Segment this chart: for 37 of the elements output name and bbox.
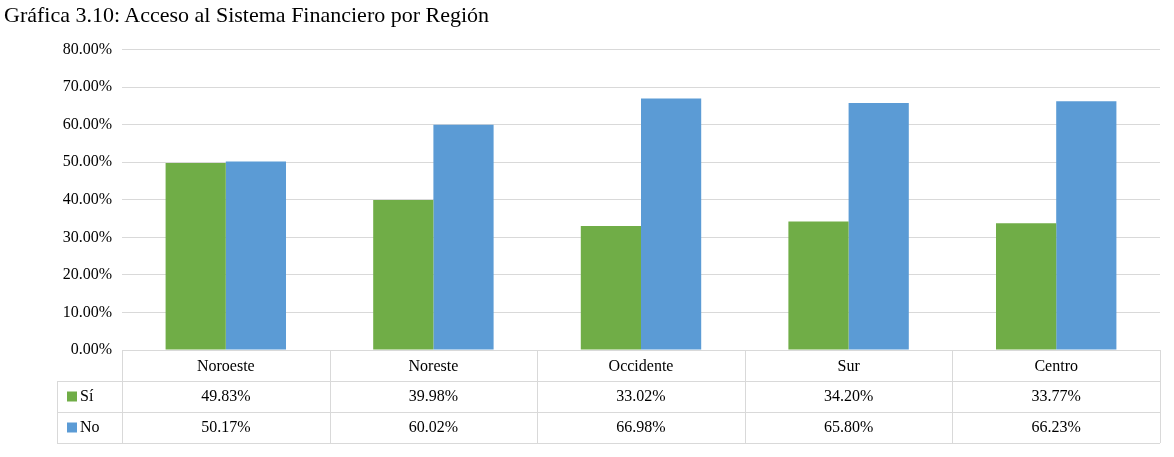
data-label: 65.80% <box>823 417 874 435</box>
y-tick-label: 70.00% <box>62 77 112 95</box>
y-tick-label: 10.00% <box>62 302 112 320</box>
bar <box>580 226 641 350</box>
bar <box>788 221 849 350</box>
bar <box>996 223 1057 350</box>
data-label: 33.77% <box>1031 386 1081 404</box>
y-tick-label: 60.00% <box>62 114 112 132</box>
data-label: 66.98% <box>616 417 666 435</box>
chart-title: Gráfica 3.10: Acceso al Sistema Financiero por Región <box>3 1 491 29</box>
bar <box>848 102 909 350</box>
y-tick-label: 30.00% <box>62 227 112 245</box>
y-tick-label: 40.00% <box>62 190 112 207</box>
bar <box>433 124 494 350</box>
legend-label: No <box>80 417 100 435</box>
data-label: 34.20% <box>823 386 874 404</box>
x-tick-label: Noroeste <box>196 356 255 374</box>
data-label: 33.02% <box>616 386 666 404</box>
bar <box>373 199 434 350</box>
data-label: 60.02% <box>408 417 459 435</box>
bar <box>225 161 286 350</box>
y-tick-label: 80.00% <box>62 39 112 57</box>
bar <box>165 162 226 350</box>
data-label: 50.17% <box>201 417 251 435</box>
y-tick-label: 20.00% <box>62 265 112 283</box>
x-tick-label: Occidente <box>608 356 674 374</box>
data-label: 39.98% <box>408 386 459 404</box>
bar <box>1056 101 1117 350</box>
x-tick-label: Centro <box>1034 356 1078 374</box>
y-tick-label: 50.00% <box>62 152 112 170</box>
data-label: 66.23% <box>1031 417 1081 435</box>
bar <box>641 98 702 350</box>
legend-label: Sí <box>80 386 94 404</box>
x-tick-label: Sur <box>837 356 861 374</box>
data-label: 49.83% <box>201 386 251 404</box>
x-tick-label: Noreste <box>408 356 459 374</box>
y-tick-label: 0.00% <box>70 340 112 358</box>
